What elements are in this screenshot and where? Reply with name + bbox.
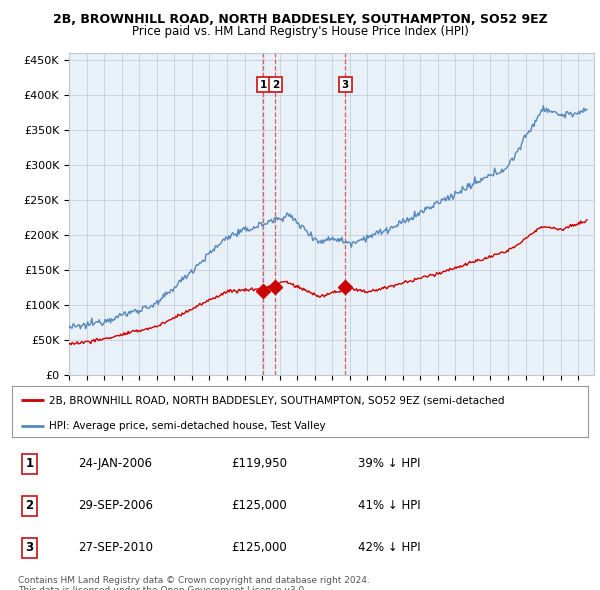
Text: 1: 1 [260, 80, 267, 90]
Text: This data is licensed under the Open Government Licence v3.0.: This data is licensed under the Open Gov… [18, 586, 307, 590]
Text: 29-SEP-2006: 29-SEP-2006 [78, 499, 153, 512]
Text: 1: 1 [25, 457, 34, 470]
Text: HPI: Average price, semi-detached house, Test Valley: HPI: Average price, semi-detached house,… [49, 421, 326, 431]
Text: 2: 2 [272, 80, 279, 90]
Text: £125,000: £125,000 [231, 499, 287, 512]
Text: 2B, BROWNHILL ROAD, NORTH BADDESLEY, SOUTHAMPTON, SO52 9EZ: 2B, BROWNHILL ROAD, NORTH BADDESLEY, SOU… [53, 13, 547, 26]
Text: 39% ↓ HPI: 39% ↓ HPI [358, 457, 420, 470]
Text: 42% ↓ HPI: 42% ↓ HPI [358, 541, 420, 554]
Text: 27-SEP-2010: 27-SEP-2010 [78, 541, 153, 554]
Text: 3: 3 [25, 541, 34, 554]
Text: 41% ↓ HPI: 41% ↓ HPI [358, 499, 420, 512]
Text: 2: 2 [25, 499, 34, 512]
Text: 2B, BROWNHILL ROAD, NORTH BADDESLEY, SOUTHAMPTON, SO52 9EZ (semi-detached: 2B, BROWNHILL ROAD, NORTH BADDESLEY, SOU… [49, 395, 505, 405]
Text: Contains HM Land Registry data © Crown copyright and database right 2024.: Contains HM Land Registry data © Crown c… [18, 576, 370, 585]
Text: Price paid vs. HM Land Registry's House Price Index (HPI): Price paid vs. HM Land Registry's House … [131, 25, 469, 38]
Text: 24-JAN-2006: 24-JAN-2006 [78, 457, 152, 470]
Text: £125,000: £125,000 [231, 541, 287, 554]
Text: £119,950: £119,950 [231, 457, 287, 470]
Text: 3: 3 [342, 80, 349, 90]
